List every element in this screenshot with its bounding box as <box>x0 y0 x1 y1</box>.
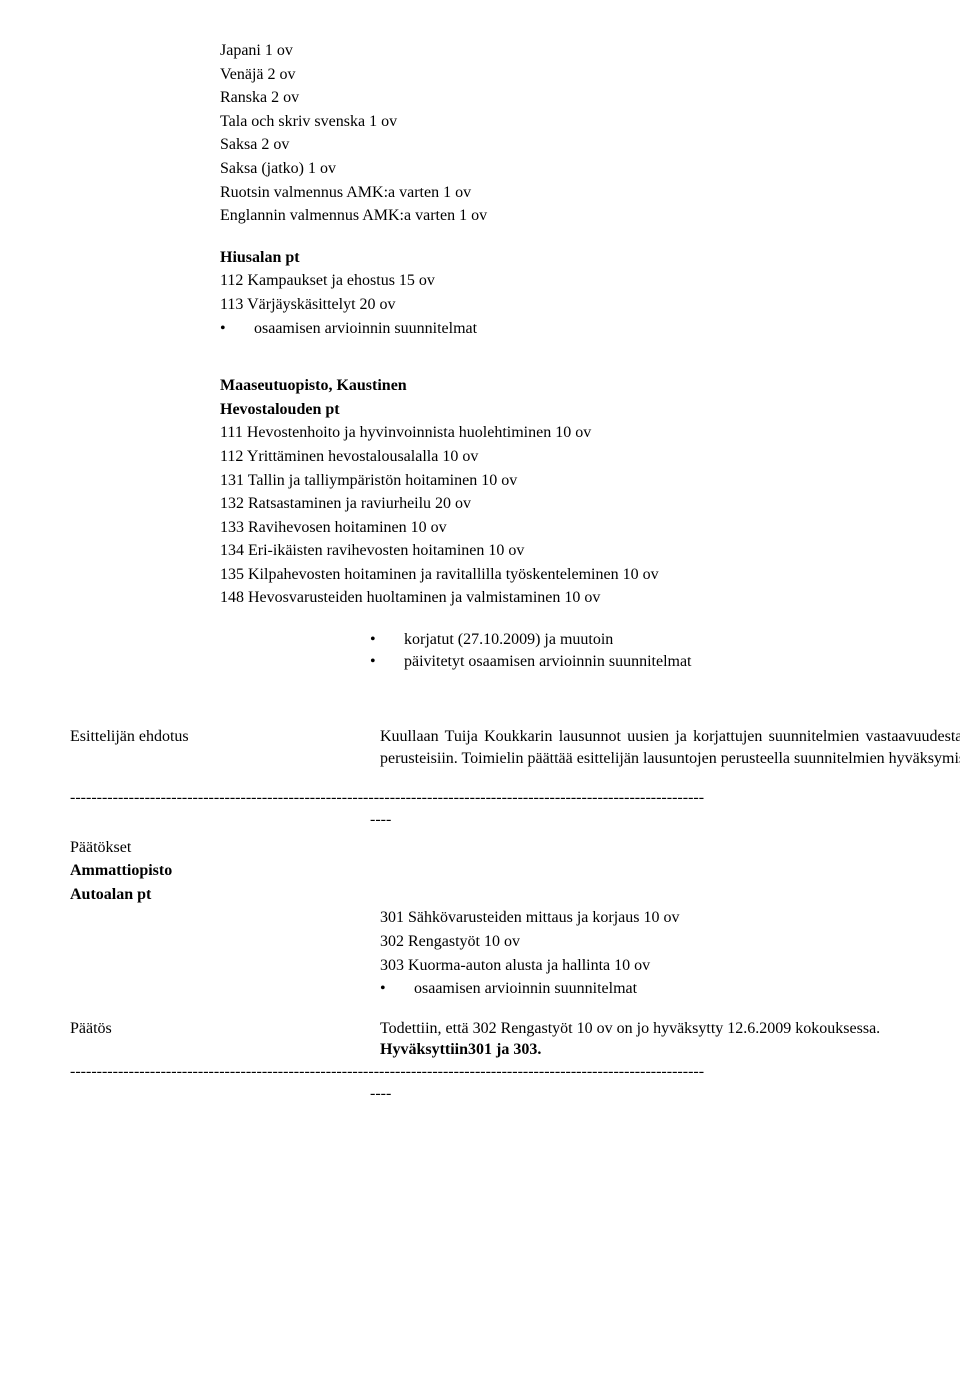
list-item: Venäjä 2 ov <box>220 64 960 86</box>
list-item: 301 Sähkövarusteiden mittaus ja korjaus … <box>380 907 960 929</box>
list-item: 113 Värjäyskäsittelyt 20 ov <box>220 294 960 316</box>
section-heading: Maaseutuopisto, Kaustinen <box>220 375 960 397</box>
paatos-bold: Hyväksyttiin301 ja 303. <box>380 1041 541 1058</box>
bullet-text: päivitetyt osaamisen arvioinnin suunnite… <box>404 651 692 673</box>
list-item: 303 Kuorma-auton alusta ja hallinta 10 o… <box>380 955 960 977</box>
bullet-text: korjatut (27.10.2009) ja muutoin <box>404 629 613 651</box>
bullet-item: • päivitetyt osaamisen arvioinnin suunni… <box>370 651 960 673</box>
section-label: Päätös <box>70 1018 380 1040</box>
list-item: Tala och skriv svenska 1 ov <box>220 111 960 133</box>
paatokset-lines: 301 Sähkövarusteiden mittaus ja korjaus … <box>70 907 960 999</box>
list-item: 112 Kampaukset ja ehostus 15 ov <box>220 270 960 292</box>
paatos-section: Päätös Todettiin, että 302 Rengastyöt 10… <box>70 1018 960 1061</box>
bullet-text: osaamisen arvioinnin suunnitelmat <box>254 318 477 340</box>
list-item: 148 Hevosvarusteiden huoltaminen ja valm… <box>220 587 960 609</box>
list-item: 135 Kilpahevosten hoitaminen ja ravitall… <box>220 564 960 586</box>
section-heading: Ammattiopisto <box>70 860 960 882</box>
list-item: 111 Hevostenhoito ja hyvinvoinnista huol… <box>220 422 960 444</box>
hiusalan-section: Hiusalan pt 112 Kampaukset ja ehostus 15… <box>220 247 960 316</box>
separator-short: ---- <box>370 1083 960 1105</box>
list-item: Saksa (jatko) 1 ov <box>220 158 960 180</box>
bullet-icon: • <box>370 651 404 673</box>
bullet-item: • korjatut (27.10.2009) ja muutoin <box>370 629 960 651</box>
list-item: Ranska 2 ov <box>220 87 960 109</box>
separator-line: ----------------------------------------… <box>70 787 960 809</box>
list-item: 133 Ravihevosen hoitaminen 10 ov <box>220 517 960 539</box>
bullet-icon: • <box>370 629 404 651</box>
bullet-text: osaamisen arvioinnin suunnitelmat <box>414 978 637 1000</box>
language-course-list: Japani 1 ov Venäjä 2 ov Ranska 2 ov Tala… <box>220 40 960 227</box>
paatokset-section: Päätökset Ammattiopisto Autoalan pt <box>70 837 960 906</box>
bullet-icon: • <box>220 318 254 340</box>
list-item: Saksa 2 ov <box>220 134 960 156</box>
list-item: Ruotsin valmennus AMK:a varten 1 ov <box>220 182 960 204</box>
section-heading: Autoalan pt <box>70 884 960 906</box>
list-item: Englannin valmennus AMK:a varten 1 ov <box>220 205 960 227</box>
separator-short: ---- <box>370 809 960 831</box>
section-heading: Hiusalan pt <box>220 247 960 269</box>
paatos-text: Todettiin, että 302 Rengastyöt 10 ov on … <box>380 1020 880 1037</box>
bullet-item: • osaamisen arvioinnin suunnitelmat <box>220 318 960 340</box>
bullet-icon: • <box>380 978 414 1000</box>
maaseutu-section: Maaseutuopisto, Kaustinen Hevostalouden … <box>220 375 960 609</box>
list-item: 302 Rengastyöt 10 ov <box>380 931 960 953</box>
section-text: Kuullaan Tuija Koukkarin lausunnot uusie… <box>380 726 960 769</box>
separator-line: ----------------------------------------… <box>70 1061 960 1083</box>
list-item: 134 Eri-ikäisten ravihevosten hoitaminen… <box>220 540 960 562</box>
list-item: Japani 1 ov <box>220 40 960 62</box>
list-item: 132 Ratsastaminen ja raviurheilu 20 ov <box>220 493 960 515</box>
section-label: Päätökset <box>70 837 960 859</box>
list-item: 112 Yrittäminen hevostalousalalla 10 ov <box>220 446 960 468</box>
section-label: Esittelijän ehdotus <box>70 726 380 748</box>
list-item: 131 Tallin ja talliympäristön hoitaminen… <box>220 470 960 492</box>
esittelija-section: Esittelijän ehdotus Kuullaan Tuija Koukk… <box>70 726 960 769</box>
section-heading: Hevostalouden pt <box>220 399 960 421</box>
